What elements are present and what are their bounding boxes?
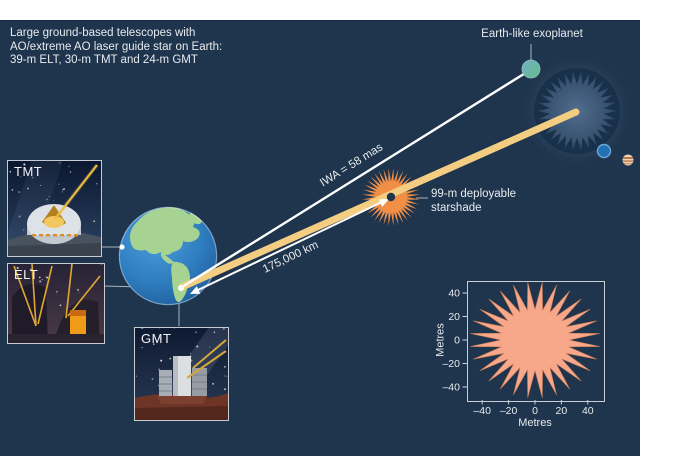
star-dot: [59, 304, 62, 307]
elt-laser-beam: [31, 264, 37, 327]
tmt-photo-art: [8, 161, 101, 256]
star-dot: [226, 375, 228, 377]
star-dot: [208, 346, 211, 348]
star-dot: [196, 345, 199, 348]
inset-plot-border: [467, 281, 605, 402]
exoplanet-label: Earth-like exoplanet: [481, 28, 583, 40]
star-dot: [141, 347, 143, 349]
star-dot: [9, 170, 12, 173]
star-dot: [16, 266, 19, 270]
elt-photo: ELT: [7, 263, 105, 344]
tmt-label: TMT: [14, 164, 43, 179]
star-dot: [62, 189, 64, 191]
starshade-label-line-1: 99-m deployable: [431, 188, 517, 200]
star-dot: [173, 328, 175, 329]
star-dot: [53, 199, 55, 201]
star-dot: [169, 358, 171, 360]
elt-laser-beam: [37, 265, 53, 325]
gmt-photo: GMT: [134, 327, 229, 421]
star-dot: [69, 171, 72, 173]
star-dot: [18, 215, 21, 218]
star-dot: [40, 185, 42, 186]
figure-caption: Large ground-based telescopes with AO/ex…: [10, 27, 222, 68]
gmt-laser-beam: [186, 350, 227, 379]
star-dot: [212, 382, 215, 385]
star-dot: [160, 359, 163, 362]
star-dot: [165, 360, 167, 362]
gmt-structure: [157, 356, 207, 404]
caption-line-2: AO/extreme AO laser guide star on Earth:: [10, 40, 223, 53]
star-dot: [23, 163, 26, 166]
star-dot: [224, 388, 226, 391]
star-dot: [39, 280, 42, 283]
star-dot: [48, 195, 50, 197]
star-dot: [68, 165, 70, 168]
starshade-label-line-2: starshade: [431, 201, 482, 214]
star-dot: [169, 357, 172, 360]
star-dot: [56, 291, 58, 293]
elt-photo-art: [8, 264, 104, 343]
gmt-laser-beam: [192, 339, 227, 369]
elt-laser-beam: [13, 265, 37, 327]
star-dot: [213, 331, 216, 334]
star-dot: [76, 288, 80, 291]
tmt-laser-beam: [54, 164, 98, 220]
star-dot: [41, 278, 43, 281]
tmt-photo: TMT: [7, 160, 102, 257]
star-dot: [45, 276, 47, 278]
star-dot: [158, 368, 161, 371]
elt-label: ELT: [14, 267, 39, 282]
caption-line-3: 39-m ELT, 30-m TMT and 24-m GMT: [10, 54, 198, 66]
star-dot: [63, 188, 66, 191]
star-dot: [159, 337, 161, 339]
star-dot: [38, 276, 41, 279]
caption-line-1: Large ground-based telescopes with: [10, 27, 196, 39]
gmt-label: GMT: [141, 331, 172, 346]
star-dot: [27, 187, 29, 190]
star-dot: [62, 191, 63, 193]
star-dot: [96, 182, 98, 185]
star-dot: [58, 183, 60, 185]
star-dot: [135, 375, 137, 377]
star-dot: [222, 328, 225, 330]
star-dot: [11, 189, 14, 191]
star-dot: [158, 328, 160, 330]
star-dot: [141, 328, 144, 330]
star-dot: [18, 191, 21, 194]
star-dot: [78, 292, 80, 294]
inset-y-axis-label: Metres: [434, 323, 447, 357]
star-dot: [100, 264, 103, 266]
gmt-photo-art: [135, 328, 228, 420]
star-dot: [152, 337, 155, 340]
star-dot: [31, 176, 34, 179]
star-dot: [19, 175, 22, 178]
elt-laser-beam: [65, 264, 73, 319]
star-dot: [46, 276, 49, 279]
star-dot: [23, 163, 25, 165]
star-dot: [23, 229, 25, 231]
star-dot: [93, 220, 96, 223]
star-dot: [189, 352, 191, 354]
star-dot: [58, 162, 61, 164]
star-dot: [152, 343, 155, 346]
elt-laser-beam: [67, 275, 101, 317]
inset-x-axis-label: Metres: [518, 417, 552, 429]
star-dot: [195, 331, 197, 334]
star-dot: [224, 375, 225, 377]
starshade-label: 99-m deployable starshade: [431, 188, 516, 215]
star-dot: [29, 268, 32, 271]
star-dot: [46, 198, 48, 201]
elt-structure: [12, 283, 48, 343]
star-dot: [159, 337, 162, 340]
star-dot: [224, 366, 226, 368]
star-dot: [151, 378, 154, 380]
